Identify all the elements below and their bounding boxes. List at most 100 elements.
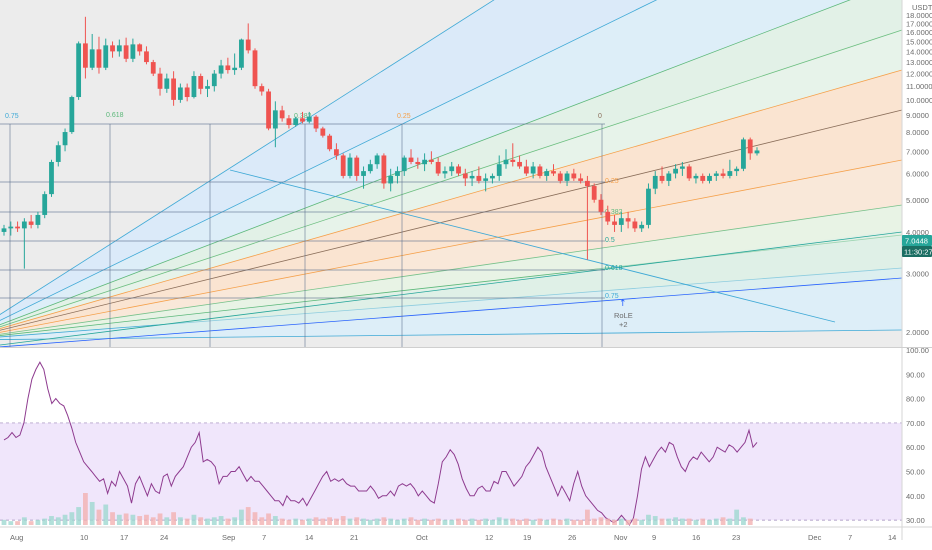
fan-zone [0, 30, 902, 329]
volume-bar [422, 518, 427, 525]
fan-line [0, 0, 658, 321]
fan-line [0, 29, 903, 328]
candle-body [435, 161, 441, 174]
candle-body [171, 78, 176, 100]
volume-bar [395, 519, 400, 525]
price-axis-label: 11.0000 [906, 82, 932, 91]
candle-body [720, 173, 726, 176]
volume-bar [510, 518, 516, 525]
fib-level-label: 0.382 [605, 209, 623, 216]
volume-bar [747, 518, 753, 525]
volume-bar [110, 512, 115, 525]
volume-bar [177, 517, 183, 525]
candle-body [340, 155, 346, 176]
candle-body [293, 118, 299, 126]
candle-body [62, 132, 68, 146]
volume-bar [741, 517, 746, 525]
volume-bar [693, 519, 699, 525]
candle-body [55, 145, 61, 162]
volume-bar [401, 518, 407, 525]
price-axis-label: 14.0000 [906, 47, 932, 56]
candle-body [361, 171, 366, 176]
volume-bar [347, 518, 353, 525]
candle-body [652, 175, 658, 189]
volume-bar [381, 517, 387, 525]
volume-bar [103, 504, 109, 525]
price-axis-label: 8.0000 [906, 128, 929, 137]
time-axis-label: 24 [160, 533, 168, 542]
candle-body [741, 139, 746, 169]
fan-zone [0, 160, 902, 335]
candle-body [605, 211, 611, 222]
volume-bar [720, 517, 726, 525]
candle-body [666, 173, 672, 181]
candle-body [401, 157, 407, 172]
time-axis-label: Oct [416, 533, 429, 542]
arrow-up-icon: ↑ [619, 299, 627, 309]
event-marker-count: +2 [619, 320, 628, 329]
candle-body [639, 224, 645, 229]
candle-body [449, 166, 455, 172]
volume-bar [605, 518, 611, 525]
candle-body [239, 39, 244, 68]
rsi-band [0, 422, 902, 521]
volume-bar [42, 518, 48, 525]
volume-bar [408, 517, 414, 525]
volume-bar [211, 517, 217, 525]
volume-bar [340, 516, 346, 525]
fib-level-label: 0.75 [5, 113, 19, 120]
time-axis-label: Nov [614, 533, 628, 542]
volume-bar [503, 518, 509, 525]
volume-bar [272, 516, 278, 525]
candle-body [618, 218, 624, 225]
candle-body [388, 175, 394, 184]
candle-body [490, 175, 495, 179]
candle-body [673, 168, 678, 174]
volume-bar [415, 519, 421, 525]
volume-bar [137, 516, 143, 525]
volume-bar [89, 501, 95, 525]
candle-body [686, 166, 692, 179]
volume-bar [130, 514, 136, 525]
candle-body [35, 214, 41, 225]
volume-bar [361, 518, 366, 525]
candle-body [252, 50, 258, 87]
candle-body [585, 180, 590, 187]
candle-body [184, 87, 190, 98]
candle-body [476, 175, 482, 181]
candle-body [571, 173, 577, 179]
volume-bar [618, 518, 624, 525]
volume-bar [15, 521, 20, 525]
volume-bar [96, 509, 102, 525]
volume-bar [456, 518, 461, 525]
candle-body [503, 159, 509, 165]
candlestick-series [1, 16, 760, 269]
fan-line [0, 69, 903, 329]
candle-body [137, 44, 143, 52]
price-axis-label: 4.0000 [906, 228, 929, 237]
volume-bar [367, 519, 373, 525]
candle-body [564, 173, 570, 181]
fan-line [0, 159, 903, 333]
time-axis-label: Sep [222, 533, 235, 542]
price-axis-label: 17.0000 [906, 19, 932, 28]
volume-bar [449, 519, 455, 525]
event-marker[interactable]: ↑ RoLE +2 [614, 299, 633, 329]
candle-body [327, 135, 333, 150]
price-axis-label: 9.0000 [906, 111, 929, 120]
volume-bar [537, 518, 543, 525]
volume-bar [327, 517, 333, 525]
volume-bar [123, 513, 129, 525]
fib-level-label: 0.5 [605, 237, 615, 244]
price-axis-label: 6.0000 [906, 170, 929, 179]
volume-bar [62, 514, 68, 525]
rsi-axis-label: 60.00 [906, 443, 925, 452]
volume-bar [686, 518, 692, 525]
candle-body [700, 175, 706, 181]
volume-bar [286, 519, 292, 525]
volume-bar [239, 509, 244, 525]
volume-bar [116, 514, 122, 525]
